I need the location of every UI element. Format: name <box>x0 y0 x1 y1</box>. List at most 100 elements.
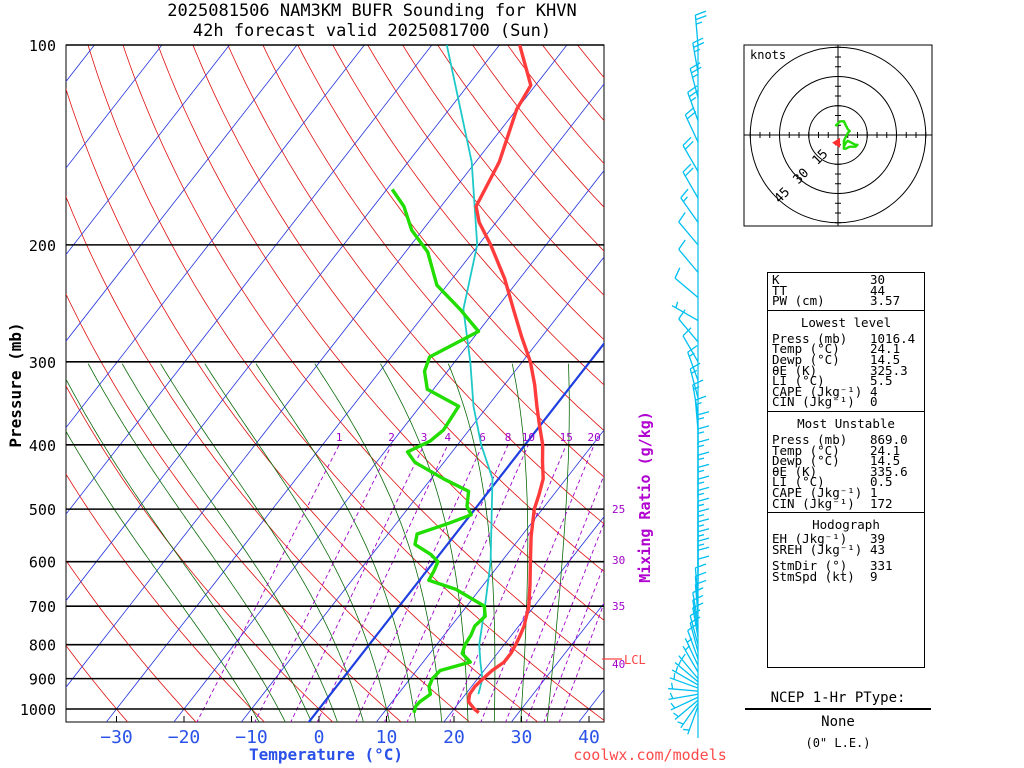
wind-barb-flag <box>697 438 710 443</box>
wind-barb-flag <box>678 309 686 320</box>
most-unstable-value: 24.1 <box>870 442 901 458</box>
wind-barb <box>678 309 699 343</box>
moist-adiabat <box>546 363 570 722</box>
pressure-tick-label: 600 <box>29 554 56 572</box>
lowest-level-label: CAPE (Jkg⁻¹) <box>772 383 863 399</box>
wind-barb <box>682 163 699 199</box>
moist-adiabat <box>447 363 496 722</box>
lowest-level-row: CAPE (Jkg⁻¹) 4 <box>772 383 920 399</box>
isotherm <box>105 83 604 722</box>
parcel-path <box>445 45 494 695</box>
most-unstable-row: Dewp (°C) 14.5 <box>772 455 920 467</box>
wind-barb-shaft <box>680 702 699 729</box>
mixing-ratio-line <box>383 444 509 722</box>
wind-barb-flag <box>689 62 701 70</box>
moist-adiabat <box>160 363 364 722</box>
dry-adiabat <box>437 45 604 252</box>
wind-barb <box>668 692 699 701</box>
mixing-ratio-label: 40 <box>612 658 625 671</box>
indices-top-section: K 30 TT 44 PW (cm) 3.57 <box>768 273 924 310</box>
dry-adiabat <box>262 45 604 478</box>
pressure-tick-label: 700 <box>29 598 56 616</box>
wind-barb-half-flag <box>677 659 682 666</box>
wind-barb <box>694 563 707 598</box>
wind-barb-half-flag <box>683 728 690 731</box>
wind-barb-flag <box>691 66 702 74</box>
dry-adiabat <box>954 38 1024 723</box>
most-unstable-row: Press (mb) 869.0 <box>772 433 920 446</box>
pressure-tick-label: 1000 <box>20 701 56 719</box>
mixing-ratio-line <box>525 521 604 722</box>
mixing-ratio-line <box>558 602 604 722</box>
temperature-tick-label: 0 <box>314 727 325 748</box>
lowest-level-label: LI (°C) <box>772 373 825 389</box>
wind-barb-shaft <box>694 584 699 615</box>
hodograph-index-value: 43 <box>870 541 886 557</box>
temperature-tick-label: 20 <box>443 727 465 748</box>
wind-barb-flag <box>697 555 710 560</box>
index-label: TT <box>772 282 788 298</box>
dry-adiabat <box>507 45 604 165</box>
wind-barb-shaft <box>671 669 699 686</box>
hodograph-index-row: SREH (Jkg⁻¹) 43 <box>772 541 920 557</box>
wind-barb-half-flag <box>681 653 686 660</box>
wind-barb <box>670 696 699 711</box>
mixing-ratio-line <box>543 563 604 722</box>
background-lines <box>66 38 1024 723</box>
mixing-ratio-line <box>355 444 483 722</box>
indices-panel: K 30 TT 44 PW (cm) 3.57 Lowest level Press (m… <box>767 272 925 668</box>
wind-barb <box>694 10 707 46</box>
moist-adiabat <box>204 363 390 722</box>
temperature-tick-labels: −30 −20 −10 0 10 20 30 40 <box>100 716 600 748</box>
wind-barb-shaft <box>692 607 699 638</box>
wind-barb <box>683 705 699 735</box>
wind-barb-half-flag <box>677 721 684 725</box>
wind-barb-shaft <box>692 384 699 415</box>
hodograph-indices-heading: Hodograph <box>812 517 880 533</box>
most-unstable-label: CAPE (Jkg⁻¹) <box>772 484 863 500</box>
mixing-ratio-line <box>254 444 393 722</box>
moist-adiabat <box>255 363 417 722</box>
temperature-tick-label: 10 <box>376 727 398 748</box>
wind-barb-half-flag <box>697 543 705 547</box>
dry-adiabat <box>122 45 604 671</box>
lowest-level-value: 325.3 <box>870 362 908 378</box>
wind-barb-shaft <box>674 662 699 683</box>
wind-barb <box>674 659 699 683</box>
dry-adiabat <box>66 473 265 722</box>
wind-barbs <box>668 10 710 735</box>
wind-barb-shaft <box>668 687 699 692</box>
wind-barb <box>668 682 699 692</box>
wind-barb-flag <box>695 395 707 401</box>
lowest-level-label: Dewp (°C) <box>772 351 840 367</box>
wind-barb-half-flag <box>697 503 705 507</box>
wind-barb-shaft <box>678 318 699 343</box>
temperature-tick-label: −30 <box>100 727 133 748</box>
lowest-level-row: Dewp (°C) 14.5 <box>772 351 920 367</box>
isotherm <box>66 45 433 515</box>
moist-adiabat <box>87 363 312 722</box>
wind-barb-shaft <box>682 145 699 172</box>
wind-barb-flag <box>697 518 710 523</box>
wind-barb-shaft <box>678 221 699 246</box>
wind-barb-half-flag <box>682 196 688 202</box>
wind-barb-flag <box>695 571 707 577</box>
sounding-profiles <box>390 45 545 715</box>
hodograph-index-value: 39 <box>870 531 886 547</box>
most-unstable-value: 335.6 <box>870 463 908 479</box>
lowest-level-value: 1016.4 <box>870 330 916 346</box>
hodograph-trace <box>834 120 859 150</box>
wind-barb-half-flag <box>697 444 705 448</box>
wind-barb-shaft <box>687 352 699 381</box>
moist-adiabat <box>66 378 286 722</box>
wind-barb-shaft <box>670 696 699 711</box>
wind-barb-flag <box>697 508 710 513</box>
isotherm <box>66 45 298 342</box>
hodograph-index-label: EH (Jkg⁻¹) <box>772 531 848 547</box>
storm-motion-row: StmSpd (kt) 9 <box>772 570 920 583</box>
lowest-level-section: Lowest level Press (mb) 1016.4 Temp (°C) 24… <box>768 309 924 411</box>
wind-barb-flag <box>684 167 694 177</box>
temperature-profile <box>466 45 545 715</box>
wind-barb-half-flag <box>697 492 705 496</box>
storm-motion-row: StmDir (°) 331 <box>772 560 920 572</box>
